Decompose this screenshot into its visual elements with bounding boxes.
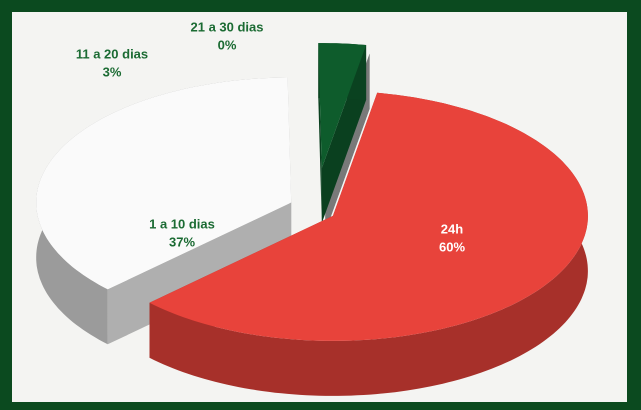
slice	[318, 43, 367, 224]
slice-label: 21 a 30 dias	[191, 19, 264, 34]
slice-top	[36, 77, 292, 290]
slice-value-label: 3%	[103, 64, 122, 79]
slice-label: 24h	[441, 221, 463, 236]
slice	[149, 92, 588, 396]
slice-top	[318, 43, 367, 169]
chart: 24h 60% 1 a 10 dias 37% 11 a 20 dias 3% 21 a 3…	[36, 19, 588, 396]
slice-value-label: 60%	[439, 239, 465, 254]
slice-label: 11 a 20 dias	[76, 46, 148, 61]
slice-label: 1 a 10 dias	[149, 216, 215, 231]
slice-side	[149, 92, 588, 396]
chart-frame: 24h 60% 1 a 10 dias 37% 11 a 20 dias 3% 21 a 3…	[12, 12, 627, 402]
slice-value-label: 0%	[218, 37, 237, 52]
slice-value-label: 37%	[169, 234, 195, 249]
slice-top	[149, 92, 588, 341]
